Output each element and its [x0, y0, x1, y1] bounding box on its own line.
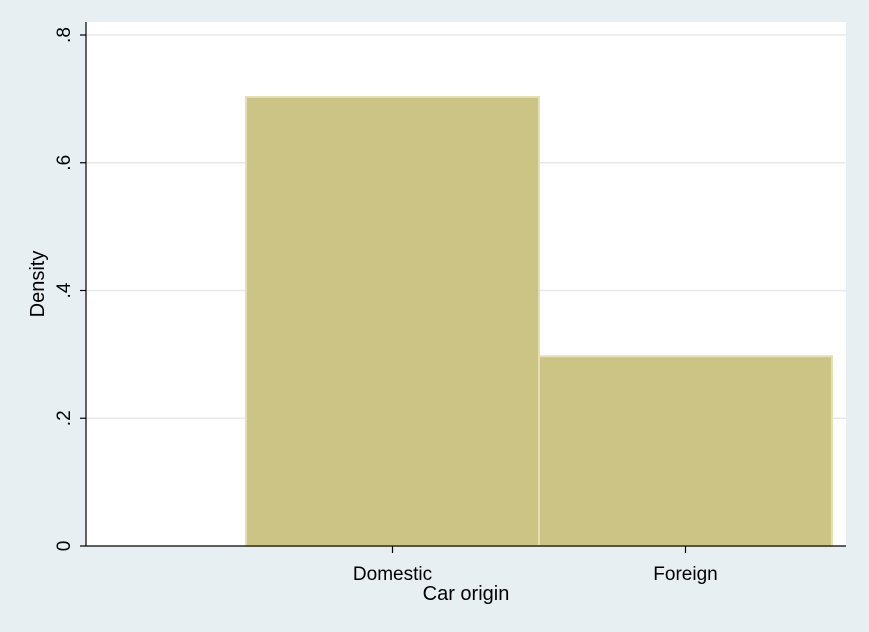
y-tick-label: .2	[54, 410, 75, 426]
x-axis-title: Car origin	[423, 583, 510, 605]
x-tick-label: Foreign	[653, 564, 717, 585]
y-tick-label: 0	[54, 541, 75, 552]
y-tick-label: .8	[54, 27, 75, 43]
x-ticks: Domestic Foreign	[353, 546, 718, 585]
x-tick-label: Domestic	[353, 564, 432, 585]
y-tick-label: .6	[54, 155, 75, 171]
y-ticks: 0 .2 .4 .6 .8	[54, 27, 86, 551]
y-tick-label: .4	[54, 282, 75, 298]
bar-domestic	[245, 95, 540, 548]
bar-foreign	[538, 355, 833, 548]
axes	[85, 22, 846, 547]
y-axis-title: Density	[27, 251, 49, 318]
